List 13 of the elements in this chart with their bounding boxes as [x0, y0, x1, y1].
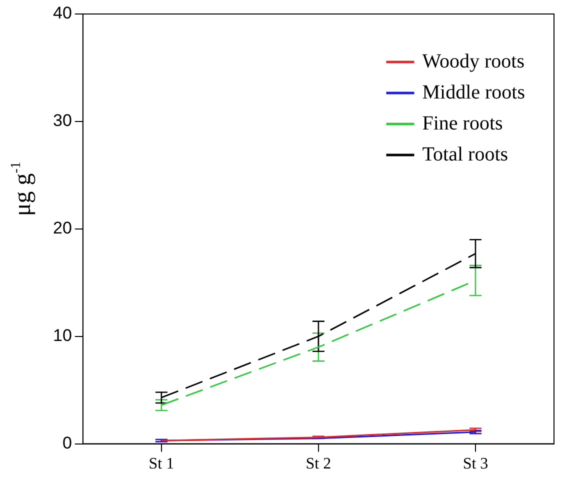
legend-label: Middle roots — [422, 81, 526, 104]
x-tick-label: St 1 — [148, 456, 174, 473]
y-tick-label: 40 — [52, 4, 72, 23]
y-tick-label: 10 — [52, 326, 72, 346]
x-tick-label: St 3 — [462, 456, 488, 473]
y-tick-label: 0 — [62, 433, 72, 452]
x-tick-label: St 2 — [306, 456, 332, 473]
legend-label: Woody roots — [422, 50, 525, 72]
legend-label: Total roots — [422, 143, 508, 166]
y-tick-label: 20 — [52, 218, 72, 238]
y-axis-title: μg g-1 — [9, 162, 36, 216]
legend-label: Fine roots — [422, 112, 503, 134]
y-tick-label: 30 — [52, 111, 72, 130]
